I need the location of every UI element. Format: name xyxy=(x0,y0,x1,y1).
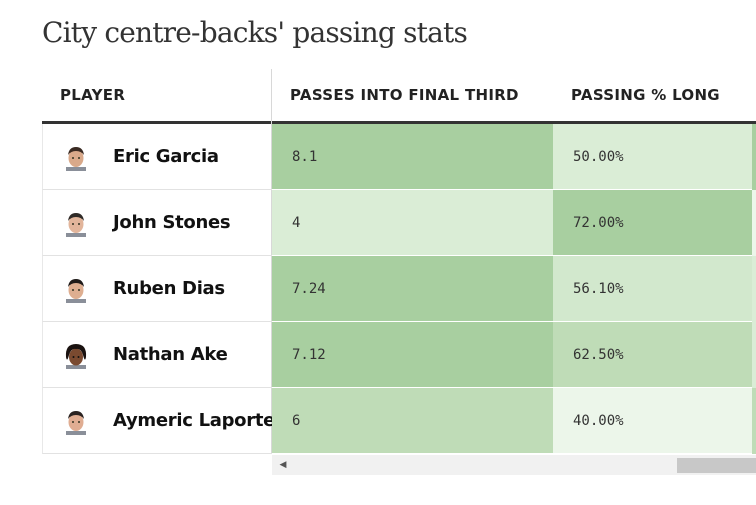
player-name: Eric Garcia xyxy=(113,146,219,167)
player-headshot-icon xyxy=(66,147,86,171)
player-name: Aymeric Laporte xyxy=(113,410,276,431)
passes-final-third-cell: 6 xyxy=(272,388,553,454)
player-cell: Nathan Ake xyxy=(42,322,272,388)
passing-long-cell: 72.00% xyxy=(553,190,752,256)
next-column-cell xyxy=(752,256,756,322)
player-name: Ruben Dias xyxy=(113,278,225,299)
table-row: Nathan Ake 7.12 62.50% xyxy=(42,322,756,388)
table-row: Aymeric Laporte 6 40.00% xyxy=(42,388,756,454)
player-headshot-icon xyxy=(66,279,86,303)
player-cell: John Stones xyxy=(42,190,272,256)
column-header-passes-final-third[interactable]: PASSES INTO FINAL THIRD xyxy=(290,86,519,104)
stats-table: PLAYER PASSES INTO FINAL THIRD PASSING %… xyxy=(42,69,756,475)
table-row: John Stones 4 72.00% xyxy=(42,190,756,256)
passes-final-third-cell: 7.24 xyxy=(272,256,553,322)
player-name: Nathan Ake xyxy=(113,344,228,365)
next-column-cell xyxy=(752,388,756,454)
passes-final-third-cell: 8.1 xyxy=(272,124,553,190)
next-column-cell xyxy=(752,190,756,256)
triangle-left-icon[interactable]: ◀ xyxy=(279,460,287,470)
player-headshot-icon xyxy=(65,344,87,369)
passing-long-cell: 62.50% xyxy=(553,322,752,388)
player-headshot-icon xyxy=(66,411,86,435)
column-header-player[interactable]: PLAYER xyxy=(60,86,126,104)
player-cell: Eric Garcia xyxy=(42,124,272,190)
page-title: City centre-backs' passing stats xyxy=(42,16,468,49)
scrollbar-thumb[interactable] xyxy=(677,458,756,473)
player-column-divider xyxy=(271,69,272,453)
table-row: Ruben Dias 7.24 56.10% xyxy=(42,256,756,322)
next-column-cell xyxy=(752,322,756,388)
passes-final-third-cell: 7.12 xyxy=(272,322,553,388)
horizontal-scrollbar[interactable]: ◀ xyxy=(272,455,756,475)
next-column-cell xyxy=(752,124,756,190)
passing-long-cell: 50.00% xyxy=(553,124,752,190)
column-header-passing-long[interactable]: PASSING % LONG xyxy=(571,86,720,104)
passing-long-cell: 40.00% xyxy=(553,388,752,454)
passing-long-cell: 56.10% xyxy=(553,256,752,322)
player-headshot-icon xyxy=(66,213,86,237)
header-divider xyxy=(42,121,756,124)
passes-final-third-cell: 4 xyxy=(272,190,553,256)
player-cell: Ruben Dias xyxy=(42,256,272,322)
player-name: John Stones xyxy=(113,212,231,233)
player-cell: Aymeric Laporte xyxy=(42,388,276,454)
table-row: Eric Garcia 8.1 50.00% xyxy=(42,124,756,190)
